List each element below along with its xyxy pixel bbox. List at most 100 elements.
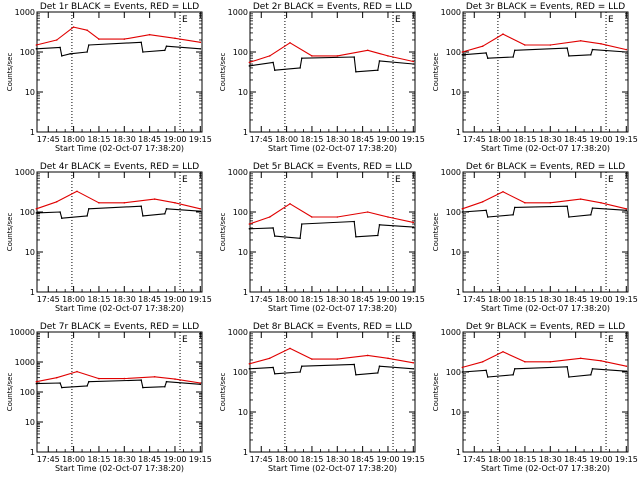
data-point [35,382,38,385]
data-point [35,212,38,214]
y-tick-label: 10 [451,408,461,417]
x-tick-label: 17:45 [37,455,60,464]
data-point [98,377,100,380]
data-point [274,373,276,375]
data-point [412,368,415,370]
x-tick-label: 17:45 [463,135,486,144]
data-point [590,374,592,376]
data-point [299,67,301,69]
data-point [566,47,568,49]
data-point [272,227,274,229]
data-point [140,205,142,207]
lld-series-line [36,371,201,384]
data-point [165,208,168,210]
data-point [301,57,303,59]
marker-label: E [608,335,614,345]
data-point [353,363,356,366]
x-tick-label: 18:00 [62,135,85,144]
plot-frame [462,171,629,293]
data-point [487,376,489,378]
x-tick-label: 17:45 [250,135,273,144]
x-tick-label: 18:45 [351,295,374,304]
data-point [59,382,61,384]
y-axis-title: Counts/sec [432,53,440,92]
data-point [461,51,464,53]
x-axis-title: Start Time (02-Oct-07 17:38:20) [55,304,184,313]
data-point [549,44,552,46]
y-axis-title: Counts/sec [6,53,14,92]
data-point [481,201,484,203]
y-tick-label: 10 [238,88,248,97]
detector-panel: Det 9r BLACK = Events, RED = LLD 1 10 100 10… [432,322,638,473]
x-tick-label: 18:15 [87,455,110,464]
data-point [461,211,464,213]
data-point [35,44,38,46]
y-tick-label: 10 [451,88,461,97]
data-point [55,201,58,203]
x-tick-label: 18:45 [138,295,161,304]
y-axis-title: Counts/sec [219,373,227,412]
data-point [248,223,251,225]
data-point [174,378,176,380]
x-tick-label: 18:45 [564,135,587,144]
lld-series-line [249,203,414,225]
data-point [625,209,628,212]
data-point [336,55,339,57]
events-series-line [249,220,414,239]
data-point [199,41,202,44]
events-series-line [462,205,627,218]
data-point [487,57,489,59]
x-tick-label: 18:30 [539,295,562,304]
x-tick-label: 19:15 [189,135,212,144]
data-point [248,228,251,230]
data-point [272,61,274,64]
data-point [148,33,151,36]
data-point [625,370,628,373]
data-point [378,365,381,368]
x-tick-label: 18:45 [351,455,374,464]
panel-title: Det 9r BLACK = Events, RED = LLD [466,322,625,332]
data-point [311,358,313,360]
x-tick-label: 19:15 [615,455,638,464]
plot-frame [36,11,203,133]
data-point [61,386,63,389]
data-point [412,221,415,224]
data-point [512,214,514,216]
data-point [289,42,291,44]
y-tick-label: 10 [451,248,461,257]
x-tick-label: 18:15 [87,295,110,304]
data-point [512,56,514,58]
data-point [123,377,126,380]
y-tick-label: 10 [238,408,248,417]
detector-panel: Det 4r BLACK = Events, RED = LLD 1 10 100 10… [6,162,212,313]
lld-series-line [462,351,627,368]
x-axis-title: Start Time (02-Oct-07 17:38:20) [268,464,397,473]
data-point [461,208,464,210]
data-point [76,370,78,373]
data-point [355,236,357,238]
data-point [590,54,592,56]
data-point [142,386,144,389]
y-tick-label: 10 [25,418,35,427]
x-tick-label: 19:15 [615,295,638,304]
y-tick-label: 100 [446,208,461,217]
plot-frame [36,331,203,453]
y-tick-label: 10 [238,248,248,257]
marker-label: E [395,15,401,25]
x-tick-label: 18:45 [138,135,161,144]
y-tick-label: 1 [243,288,248,297]
x-tick-label: 19:15 [402,295,425,304]
data-point [377,372,379,374]
data-point [514,49,516,52]
x-tick-label: 18:00 [488,295,511,304]
x-tick-label: 17:45 [250,455,273,464]
data-point [86,29,88,32]
events-series-line [462,366,627,378]
data-point [199,48,202,50]
x-tick-label: 19:15 [615,135,638,144]
data-point [591,207,594,209]
x-tick-label: 19:15 [402,135,425,144]
data-point [625,48,628,51]
y-tick-label: 100 [233,368,248,377]
